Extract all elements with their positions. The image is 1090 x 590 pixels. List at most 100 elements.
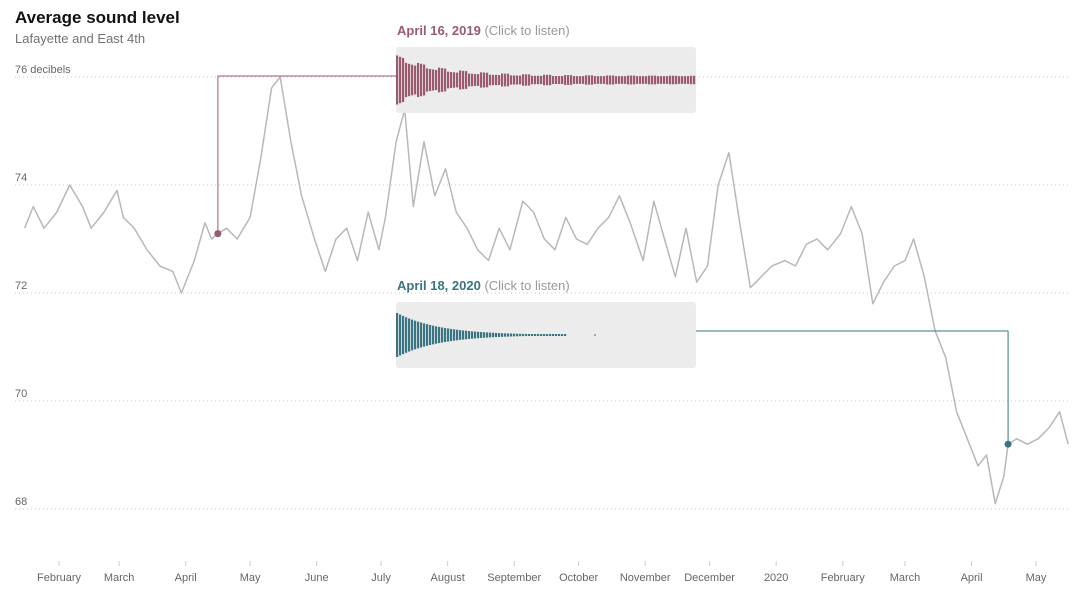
waveform-bar	[486, 72, 489, 88]
waveform-bar	[597, 76, 600, 84]
waveform-bar	[489, 74, 492, 86]
waveform-bar	[426, 68, 429, 92]
clip-2019-date: April 16, 2019	[397, 23, 481, 38]
waveform-bar	[549, 74, 552, 86]
x-tick-label: April	[961, 572, 983, 584]
waveform-bar	[396, 313, 399, 357]
waveform-bar	[513, 333, 516, 337]
waveform-bar	[462, 330, 465, 340]
clip-2019-player[interactable]	[396, 47, 696, 113]
waveform-bar	[417, 62, 420, 98]
waveform-bar	[558, 334, 561, 336]
waveform-bar	[465, 330, 468, 340]
waveform-bar	[558, 76, 561, 84]
waveform-bar	[600, 76, 603, 84]
x-tick-label: March	[890, 572, 921, 584]
waveform-bar	[510, 333, 513, 337]
marker-2019[interactable]	[214, 230, 222, 238]
x-tick-label: December	[684, 572, 735, 584]
clip-2019-hint: (Click to listen)	[484, 23, 570, 38]
waveform-bar	[519, 333, 522, 337]
waveform-bar	[429, 324, 432, 346]
clip-2019-heading[interactable]: April 16, 2019 (Click to listen)	[397, 23, 570, 38]
waveform-bar	[504, 73, 507, 87]
waveform-bar	[687, 76, 690, 84]
waveform-bar	[579, 76, 582, 84]
y-tick-label: 74	[15, 172, 27, 184]
clip-2020-heading[interactable]: April 18, 2020 (Click to listen)	[397, 278, 570, 293]
waveform-bar	[411, 64, 414, 96]
waveform-bar	[546, 334, 549, 336]
waveform-2020	[396, 313, 596, 357]
waveform-bar	[639, 76, 642, 84]
waveform-bar	[621, 76, 624, 84]
waveform-bar	[423, 64, 426, 96]
waveform-bar	[657, 76, 660, 84]
waveform-bar	[504, 333, 507, 337]
waveform-bar	[540, 75, 543, 85]
clip-2020-connector	[696, 330, 1009, 445]
clip-2019-connector	[217, 75, 396, 234]
waveform-bar	[663, 76, 666, 84]
waveform-bar	[402, 58, 405, 102]
waveform-bar	[594, 76, 597, 84]
waveform-bar	[651, 75, 654, 85]
waveform-bar	[606, 75, 609, 85]
waveform-bar	[669, 75, 672, 85]
waveform-bar	[498, 75, 501, 85]
waveform-bar	[399, 314, 402, 356]
waveform-bar	[477, 331, 480, 339]
waveform-bar	[585, 75, 588, 85]
waveform-bar	[648, 75, 651, 85]
waveform-bar	[684, 76, 687, 84]
waveform-bar	[528, 74, 531, 86]
waveform-bar	[438, 326, 441, 344]
x-tick-label: October	[559, 572, 598, 584]
waveform-bar	[495, 332, 498, 338]
waveform-bar	[495, 74, 498, 86]
waveform-bar	[591, 75, 594, 85]
waveform-bar	[555, 334, 558, 336]
waveform-bar	[636, 76, 639, 84]
marker-2020[interactable]	[1004, 440, 1012, 448]
x-tick-label: February	[821, 572, 866, 584]
x-tick-label: 2020	[764, 572, 788, 584]
waveform-bar	[510, 75, 513, 85]
waveform-bar	[483, 72, 486, 88]
waveform-bar	[561, 76, 564, 84]
waveform-bar	[480, 72, 483, 88]
waveform-bar	[666, 76, 669, 84]
x-tick-label: May	[240, 572, 261, 584]
waveform-bar	[492, 332, 495, 338]
waveform-bar	[471, 73, 474, 87]
waveform-bar	[492, 74, 495, 86]
waveform-bar	[552, 334, 555, 336]
clip-2020-player[interactable]	[396, 302, 696, 368]
waveform-bar	[555, 75, 558, 85]
waveform-bar	[474, 331, 477, 339]
x-tick-label: June	[305, 572, 329, 584]
waveform-bar	[438, 67, 441, 93]
waveform-bar	[450, 328, 453, 342]
x-tick-label: August	[431, 572, 465, 584]
y-tick-label: 76 decibels	[15, 64, 71, 76]
waveform-bar	[507, 73, 510, 87]
waveform-bar	[564, 75, 567, 85]
waveform-bar	[432, 325, 435, 345]
waveform-bar	[417, 321, 420, 349]
waveform-bar	[432, 69, 435, 91]
waveform-bar	[426, 324, 429, 346]
waveform-bar	[474, 73, 477, 87]
clip-2020-date: April 18, 2020	[397, 278, 481, 293]
waveform-bar	[630, 75, 633, 85]
waveform-bar	[603, 76, 606, 84]
waveform-bar	[501, 333, 504, 337]
waveform-bar	[678, 76, 681, 84]
waveform-bar	[468, 73, 471, 87]
waveform-bar	[654, 75, 657, 85]
waveform-bar	[525, 333, 528, 337]
waveform-bar	[543, 74, 546, 86]
waveform-bar	[399, 56, 402, 104]
waveform-bar	[501, 73, 504, 87]
